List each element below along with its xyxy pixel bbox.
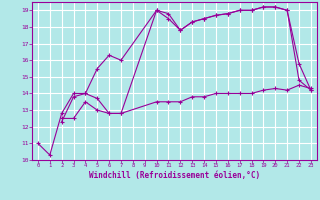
X-axis label: Windchill (Refroidissement éolien,°C): Windchill (Refroidissement éolien,°C) — [89, 171, 260, 180]
